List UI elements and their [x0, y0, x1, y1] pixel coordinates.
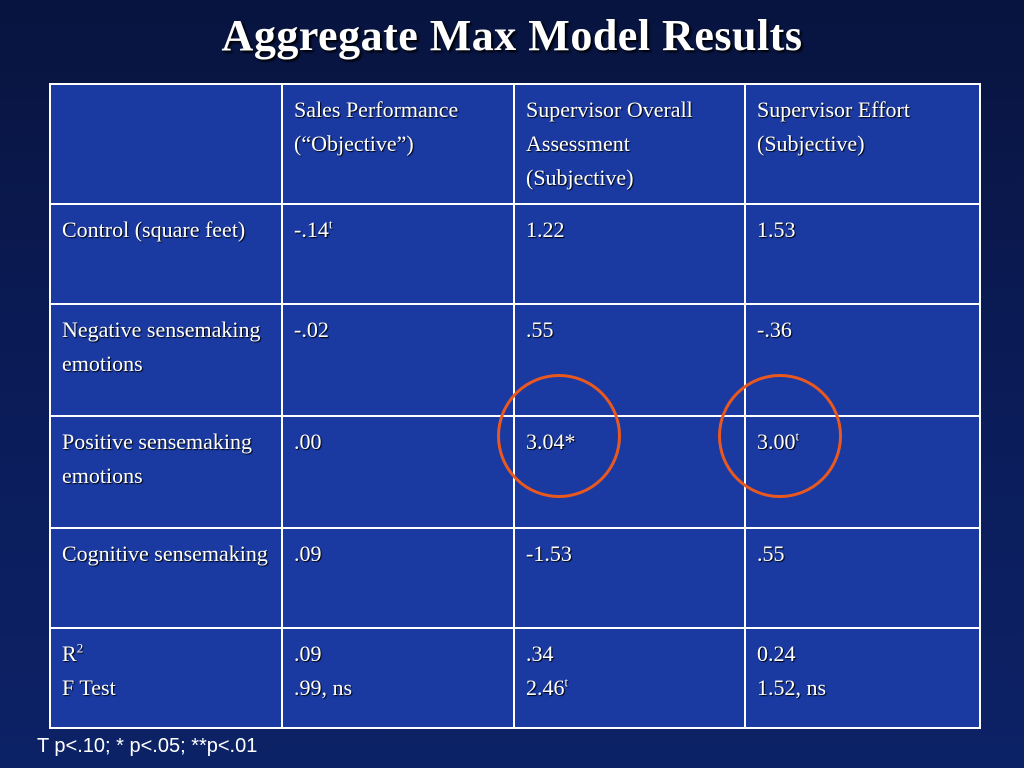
highlight-circle-overall	[497, 374, 621, 498]
f-test-value: 2.46t	[526, 674, 569, 700]
r2-value: 0.24	[757, 641, 796, 666]
table-header-row: Sales Performance (“Objective”) Supervis…	[49, 83, 981, 205]
table-row: Control (square feet) -.14t 1.22 1.53	[49, 203, 981, 305]
table-cell: -1.53	[513, 527, 746, 629]
slide-title: Aggregate Max Model Results	[221, 11, 803, 60]
r2-label: R2	[62, 640, 84, 666]
header-supervisor-effort: Supervisor Effort (Subjective)	[744, 83, 981, 205]
r2-value: .09	[294, 641, 322, 666]
highlight-circle-effort	[718, 374, 842, 498]
results-table: Sales Performance (“Objective”) Supervis…	[49, 83, 981, 729]
header-col3-line1: Supervisor Effort	[757, 97, 910, 122]
r2-value: .34	[526, 641, 554, 666]
row-label: Control (square feet)	[49, 203, 283, 305]
table-cell: .55	[744, 527, 981, 629]
table-cell: 1.53	[744, 203, 981, 305]
row-label: Positive sensemaking emotions	[49, 415, 283, 529]
f-test-value: .99, ns	[294, 675, 353, 700]
header-col1-line1: Sales Performance	[294, 97, 459, 122]
header-supervisor-overall: Supervisor Overall Assessment (Subjectiv…	[513, 83, 746, 205]
table-row: Cognitive sensemaking .09 -1.53 .55	[49, 527, 981, 629]
header-col2-line2: (Subjective)	[526, 165, 634, 190]
table-cell: .09 .99, ns	[281, 627, 515, 729]
cell-value: -.14	[294, 217, 329, 242]
significance-footnote: T p<.10; * p<.05; **p<.01	[37, 735, 258, 757]
table-cell: -.02	[281, 303, 515, 417]
summary-row: R2 F Test .09 .99, ns .34 2.46t 0.24 1.5…	[49, 627, 981, 729]
row-label: Cognitive sensemaking	[49, 527, 283, 629]
table-cell: .34 2.46t	[513, 627, 746, 729]
table-cell: .09	[281, 527, 515, 629]
header-sales-performance: Sales Performance (“Objective”)	[281, 83, 515, 205]
f-test-value: 1.52, ns	[757, 675, 827, 700]
header-col1-line2: (“Objective”)	[294, 131, 414, 156]
table-cell: -.14t	[281, 203, 515, 305]
table-cell: 1.22	[513, 203, 746, 305]
significance-marker: t	[328, 216, 333, 232]
header-col3-line2: (Subjective)	[757, 131, 865, 156]
row-label: Negative sensemaking emotions	[49, 303, 283, 417]
f-test-label: F Test	[62, 675, 116, 700]
summary-label-cell: R2 F Test	[49, 627, 283, 729]
header-empty-cell	[49, 83, 283, 205]
table-cell: 0.24 1.52, ns	[744, 627, 981, 729]
table-cell: .00	[281, 415, 515, 529]
header-col2-line1: Supervisor Overall Assessment	[526, 97, 693, 156]
